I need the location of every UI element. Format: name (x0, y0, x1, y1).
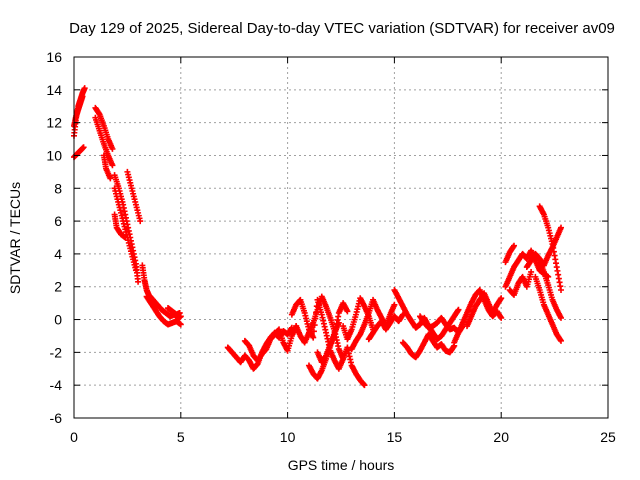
y-tick-label: -2 (50, 344, 63, 360)
data-point (558, 287, 565, 294)
data-point (498, 314, 505, 321)
x-tick-label: 0 (70, 429, 78, 445)
y-tick-label: 16 (46, 49, 62, 65)
y-tick-label: 8 (54, 180, 62, 196)
data-point (558, 337, 565, 344)
y-tick-label: 0 (54, 312, 62, 328)
y-tick-label: 2 (54, 279, 62, 295)
x-tick-label: 5 (177, 429, 185, 445)
data-point (81, 85, 88, 92)
data-point (498, 295, 505, 302)
data-point (109, 162, 116, 169)
data-point (176, 309, 183, 316)
data-point (79, 93, 86, 100)
data-point (109, 145, 116, 152)
data-point (361, 382, 368, 389)
x-tick-label: 10 (280, 429, 296, 445)
data-point (528, 268, 535, 275)
grid-lines (74, 57, 608, 418)
data-point (132, 267, 139, 274)
y-tick-label: 12 (46, 115, 62, 131)
x-axis-label: GPS time / hours (288, 457, 395, 473)
y-axis-label: SDTVAR / TECUs (7, 182, 23, 294)
x-tick-label: 20 (493, 429, 509, 445)
data-point (107, 175, 114, 182)
data-point (391, 301, 398, 308)
data-point (558, 314, 565, 321)
y-tick-label: 14 (46, 82, 62, 98)
tick-labels: 0 5 10 15 20 25 -6 -4 -2 0 2 4 6 8 10 12 14 16 (46, 49, 616, 445)
data-point (344, 308, 351, 315)
x-tick-label: 15 (387, 429, 403, 445)
data-point (177, 321, 184, 328)
y-tick-label: 4 (54, 246, 62, 262)
data-point (135, 278, 142, 285)
y-tick-label: 6 (54, 213, 62, 229)
y-tick-label: 10 (46, 147, 62, 163)
data-points (71, 85, 565, 389)
data-point (340, 355, 347, 362)
data-point (80, 144, 87, 151)
y-tick-label: -4 (50, 377, 63, 393)
plot-frame (73, 56, 609, 419)
data-point (310, 334, 317, 341)
y-tick-label: -6 (50, 410, 63, 426)
data-point (511, 242, 518, 249)
x-tick-label: 25 (600, 429, 616, 445)
data-point (137, 218, 144, 225)
data-point (455, 306, 462, 313)
chart-title: Day 129 of 2025, Sidereal Day-to-day VTE… (69, 20, 615, 37)
data-point (122, 234, 129, 241)
axis-ticks (73, 56, 609, 419)
data-point (558, 224, 565, 231)
